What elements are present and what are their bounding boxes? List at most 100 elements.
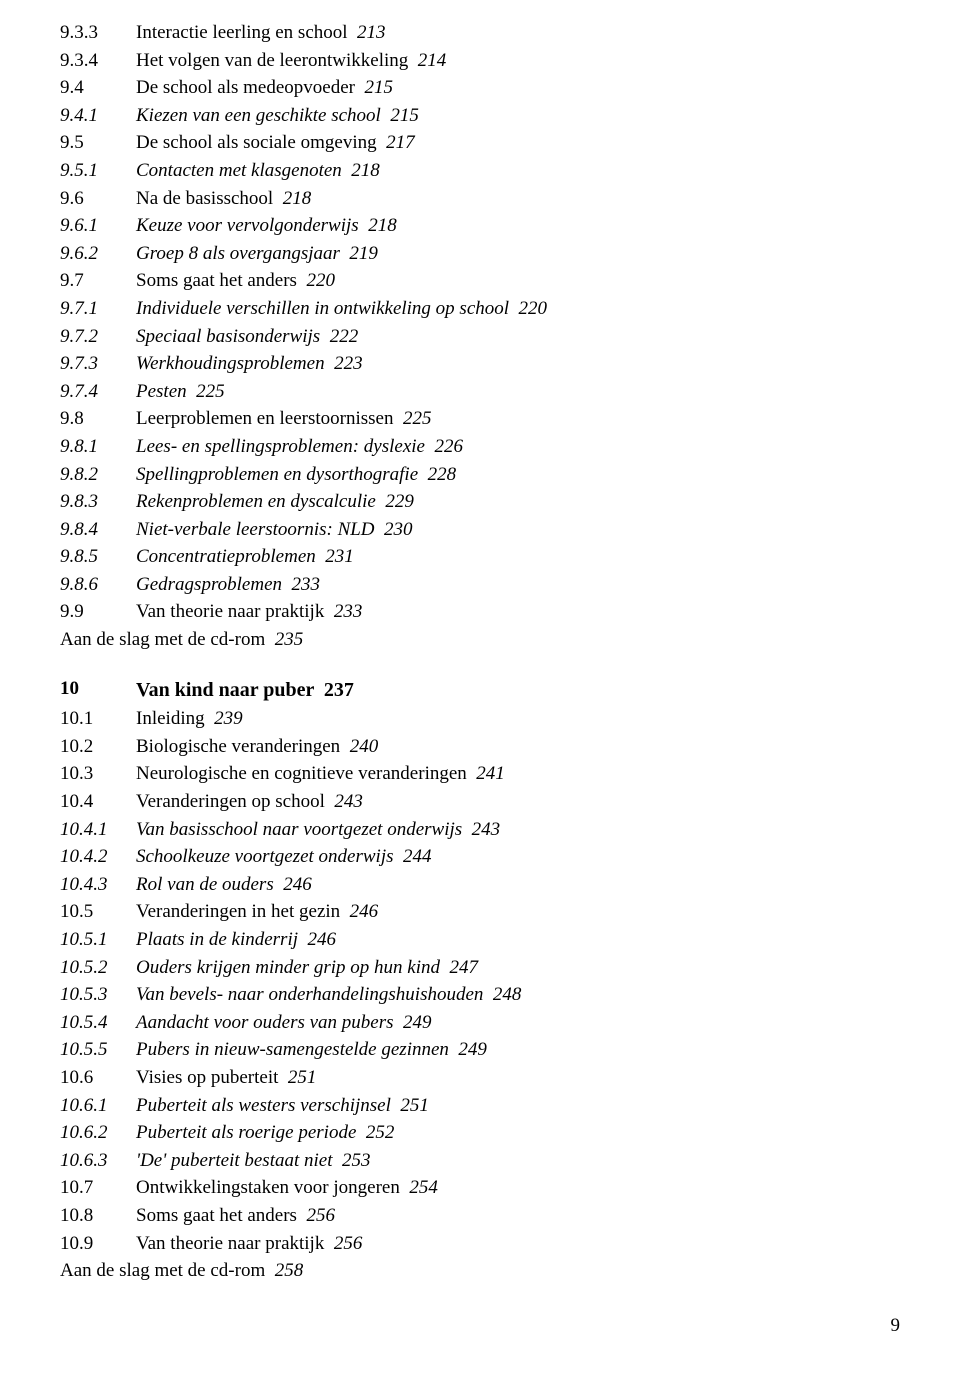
toc-entry-title-wrap: De school als medeopvoeder 215: [136, 75, 900, 102]
toc-entry-title: Na de basisschool: [136, 188, 273, 209]
toc-entry: 9.3.4Het volgen van de leerontwikkeling …: [60, 48, 900, 75]
footer-label: Aan de slag met de cd-rom: [60, 629, 265, 650]
footer-page: 258: [275, 1260, 304, 1281]
toc-entry-title: De school als sociale omgeving: [136, 132, 377, 153]
toc-entry-title-wrap: Schoolkeuze voortgezet onderwijs 244: [136, 844, 900, 871]
toc-entry: 10.5.1Plaats in de kinderrij 246: [60, 927, 900, 954]
toc-entry-page: 248: [493, 984, 522, 1005]
toc-entry-title-wrap: Aandacht voor ouders van pubers 249: [136, 1010, 900, 1037]
toc-entry-title: Van theorie naar praktijk: [136, 601, 324, 622]
toc-entry-page: 246: [308, 929, 337, 950]
toc-entry-page: 220: [519, 298, 548, 319]
toc-entry-title-wrap: Soms gaat het anders 256: [136, 1203, 900, 1230]
toc-entry-page: 215: [364, 77, 393, 98]
toc-entry-page: 225: [196, 381, 225, 402]
toc-entry-title-wrap: Gedragsproblemen 233: [136, 572, 900, 599]
toc-entry: 9.4.1Kiezen van een geschikte school 215: [60, 103, 900, 130]
toc-entry-title-wrap: Rekenproblemen en dyscalculie 229: [136, 489, 900, 516]
toc-entry-title-wrap: Visies op puberteit 251: [136, 1065, 900, 1092]
toc-entry-title-wrap: Neurologische en cognitieve veranderinge…: [136, 761, 900, 788]
toc-entry-page: 256: [334, 1233, 363, 1254]
toc-entry: 9.8.5Concentratieproblemen 231: [60, 544, 900, 571]
toc-entry: 10.4.3Rol van de ouders 246: [60, 872, 900, 899]
toc-entry-number: 10.7: [60, 1175, 136, 1202]
toc-entry-title-wrap: Puberteit als westers verschijnsel 251: [136, 1093, 900, 1120]
toc-entry-page: 246: [350, 901, 379, 922]
toc-entry-page: 244: [403, 846, 432, 867]
toc-entry-number: 9.4: [60, 75, 136, 102]
toc-entry-title: Van basisschool naar voortgezet onderwij…: [136, 819, 462, 840]
toc-entry: 10.6Visies op puberteit 251: [60, 1065, 900, 1092]
toc-entry-title-wrap: Van theorie naar praktijk 233: [136, 599, 900, 626]
toc-entry-page: 230: [384, 519, 413, 540]
toc-entry: 9.7.3Werkhoudingsproblemen 223: [60, 351, 900, 378]
toc-entry-page: 217: [386, 132, 415, 153]
toc-entry-page: 239: [214, 708, 243, 729]
toc-entry-title: Neurologische en cognitieve veranderinge…: [136, 763, 467, 784]
toc-entry: 10.9Van theorie naar praktijk 256: [60, 1231, 900, 1258]
toc-entry-title: Plaats in de kinderrij: [136, 929, 298, 950]
toc-entry-number: 10.5: [60, 899, 136, 926]
toc-entry-page: 215: [390, 105, 419, 126]
toc-entry: 9.7.4Pesten 225: [60, 379, 900, 406]
toc-entry-title-wrap: Keuze voor vervolgonderwijs 218: [136, 213, 900, 240]
toc-entry-number: 10.5.5: [60, 1037, 136, 1064]
toc-entry-number: 9.3.4: [60, 48, 136, 75]
toc-entry-page: 226: [434, 436, 463, 457]
toc-entry-title-wrap: Lees- en spellingsproblemen: dyslexie 22…: [136, 434, 900, 461]
toc-entry-page: 247: [449, 957, 478, 978]
toc-entry-page: 254: [409, 1177, 438, 1198]
toc-entry: 10.7Ontwikkelingstaken voor jongeren 254: [60, 1175, 900, 1202]
toc-entry-page: 225: [403, 408, 432, 429]
toc-entry-title-wrap: Biologische veranderingen 240: [136, 734, 900, 761]
toc-entry-page: 256: [306, 1205, 335, 1226]
toc-entry: 10.2Biologische veranderingen 240: [60, 734, 900, 761]
toc-entry: 9.8.4Niet-verbale leerstoornis: NLD 230: [60, 517, 900, 544]
toc-entry-title-wrap: Speciaal basisonderwijs 222: [136, 324, 900, 351]
toc-entry: 9.6.2Groep 8 als overgangsjaar 219: [60, 241, 900, 268]
toc-entry-page: 243: [472, 819, 501, 840]
toc-entry-number: 9.8.6: [60, 572, 136, 599]
toc-entry-title: Individuele verschillen in ontwikkeling …: [136, 298, 509, 319]
toc-entry-page: 241: [476, 763, 505, 784]
toc-entry-title-wrap: Van theorie naar praktijk 256: [136, 1231, 900, 1258]
toc-entry-number: 9.7.1: [60, 296, 136, 323]
toc-entry: 9.8.3Rekenproblemen en dyscalculie 229: [60, 489, 900, 516]
toc-entry-title-wrap: Leerproblemen en leerstoornissen 225: [136, 406, 900, 433]
toc-entry-page: 240: [350, 736, 379, 757]
footer-page: 235: [275, 629, 304, 650]
toc-entry-page: 233: [292, 574, 321, 595]
toc-entry: 9.6Na de basisschool 218: [60, 186, 900, 213]
toc-entry-title: Ontwikkelingstaken voor jongeren: [136, 1177, 400, 1198]
toc-entry-title: Pesten: [136, 381, 187, 402]
toc-entry-page: 243: [334, 791, 363, 812]
toc-entry: 9.7.2Speciaal basisonderwijs 222: [60, 324, 900, 351]
toc-entry-title: Inleiding: [136, 708, 205, 729]
toc-entry-page: 214: [418, 50, 447, 71]
toc-entry-page: 233: [334, 601, 363, 622]
toc-entry-number: 9.8.5: [60, 544, 136, 571]
toc-entry-title: Puberteit als westers verschijnsel: [136, 1095, 391, 1116]
toc-entry-title: Concentratieproblemen: [136, 546, 316, 567]
toc-entry-page: 220: [306, 270, 335, 291]
toc-entry-title-wrap: Inleiding 239: [136, 706, 900, 733]
toc-entry-title-wrap: De school als sociale omgeving 217: [136, 130, 900, 157]
toc-entry-page: 223: [334, 353, 363, 374]
toc-entry-number: 10.5.4: [60, 1010, 136, 1037]
toc-entry: 9.5.1Contacten met klasgenoten 218: [60, 158, 900, 185]
toc-entry-page: 246: [283, 874, 312, 895]
toc-entry: 10.4Veranderingen op school 243: [60, 789, 900, 816]
toc-entry-title-wrap: Interactie leerling en school 213: [136, 20, 900, 47]
toc-entry: 9.4De school als medeopvoeder 215: [60, 75, 900, 102]
toc-footer-text: Aan de slag met de cd-rom 235: [60, 627, 900, 654]
toc-entry: 10.3Neurologische en cognitieve verander…: [60, 761, 900, 788]
chapter-page: 237: [324, 679, 354, 701]
toc-entry-title: Spellingproblemen en dysorthografie: [136, 464, 418, 485]
toc-entry: 9.8.2Spellingproblemen en dysorthografie…: [60, 462, 900, 489]
toc-entry: 9.7.1Individuele verschillen in ontwikke…: [60, 296, 900, 323]
toc-footer-text: Aan de slag met de cd-rom 258: [60, 1258, 900, 1285]
toc-entry-number: 10.6.3: [60, 1148, 136, 1175]
toc-entry-page: 213: [357, 22, 386, 43]
toc-entry-page: 228: [428, 464, 457, 485]
toc-entry-page: 222: [330, 326, 359, 347]
